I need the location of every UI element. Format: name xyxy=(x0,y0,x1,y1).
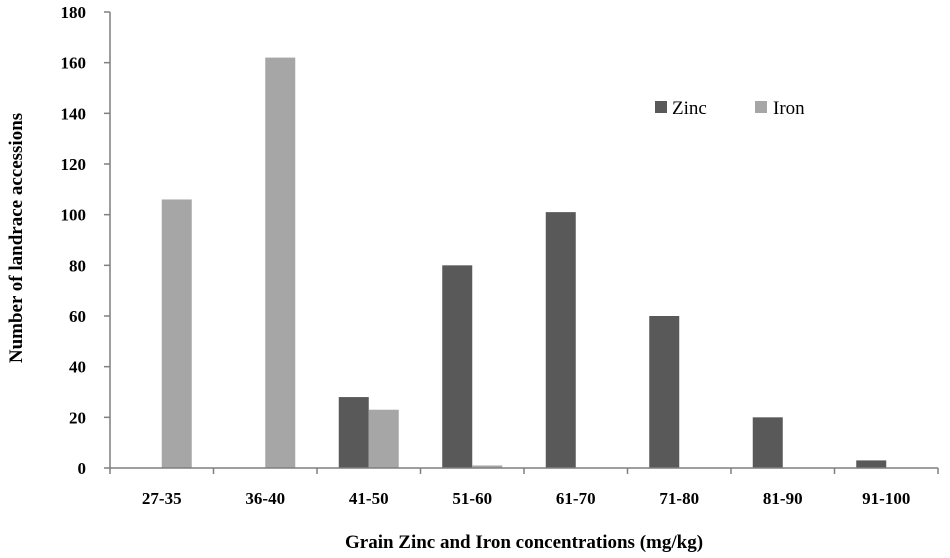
legend: Zinc Iron xyxy=(655,98,805,119)
bar-zinc-41-50 xyxy=(338,397,369,468)
x-tick-label: 61-70 xyxy=(556,489,596,508)
bar-iron-51-60 xyxy=(472,465,503,468)
y-tick-label: 80 xyxy=(69,256,86,275)
y-tick-label: 100 xyxy=(61,206,87,225)
y-axis-title: Number of landrace accessions xyxy=(6,113,27,363)
bar-iron-27-35 xyxy=(161,199,192,468)
bars xyxy=(161,57,887,468)
x-tick-label: 51-60 xyxy=(452,489,492,508)
bar-zinc-51-60 xyxy=(442,265,473,468)
y-tick-label: 0 xyxy=(78,459,87,478)
x-tick-label: 27-35 xyxy=(142,489,182,508)
x-tick-label: 81-90 xyxy=(763,489,803,508)
bar-zinc-81-90 xyxy=(752,417,783,468)
bar-iron-41-50 xyxy=(368,409,399,468)
y-tick-label: 140 xyxy=(61,104,87,123)
x-tick-label: 41-50 xyxy=(349,489,389,508)
y-ticks: 0 20 40 60 80 100 120 140 160 180 xyxy=(61,3,110,478)
legend-label-zinc: Zinc xyxy=(672,98,707,119)
y-tick-label: 120 xyxy=(61,155,87,174)
legend-swatch-iron xyxy=(755,101,767,113)
bar-iron-36-40 xyxy=(265,57,296,468)
y-tick-label: 160 xyxy=(61,54,87,73)
y-tick-label: 20 xyxy=(69,408,86,427)
legend-label-iron: Iron xyxy=(773,98,805,119)
x-axis-title: Grain Zinc and Iron concentrations (mg/k… xyxy=(345,532,703,553)
legend-swatch-zinc xyxy=(655,101,667,113)
bar-zinc-71-80 xyxy=(649,316,680,468)
bar-zinc-61-70 xyxy=(545,212,576,468)
x-ticks: 27-35 36-40 41-50 51-60 61-70 71-80 81-90 91-10… xyxy=(109,468,939,508)
y-tick-label: 60 xyxy=(69,307,86,326)
x-tick-label: 71-80 xyxy=(659,489,699,508)
x-tick-label: 91-100 xyxy=(862,489,910,508)
y-tick-label: 40 xyxy=(69,358,86,377)
x-tick-label: 36-40 xyxy=(245,489,285,508)
bar-zinc-91-100 xyxy=(856,460,887,468)
y-tick-label: 180 xyxy=(61,3,87,22)
